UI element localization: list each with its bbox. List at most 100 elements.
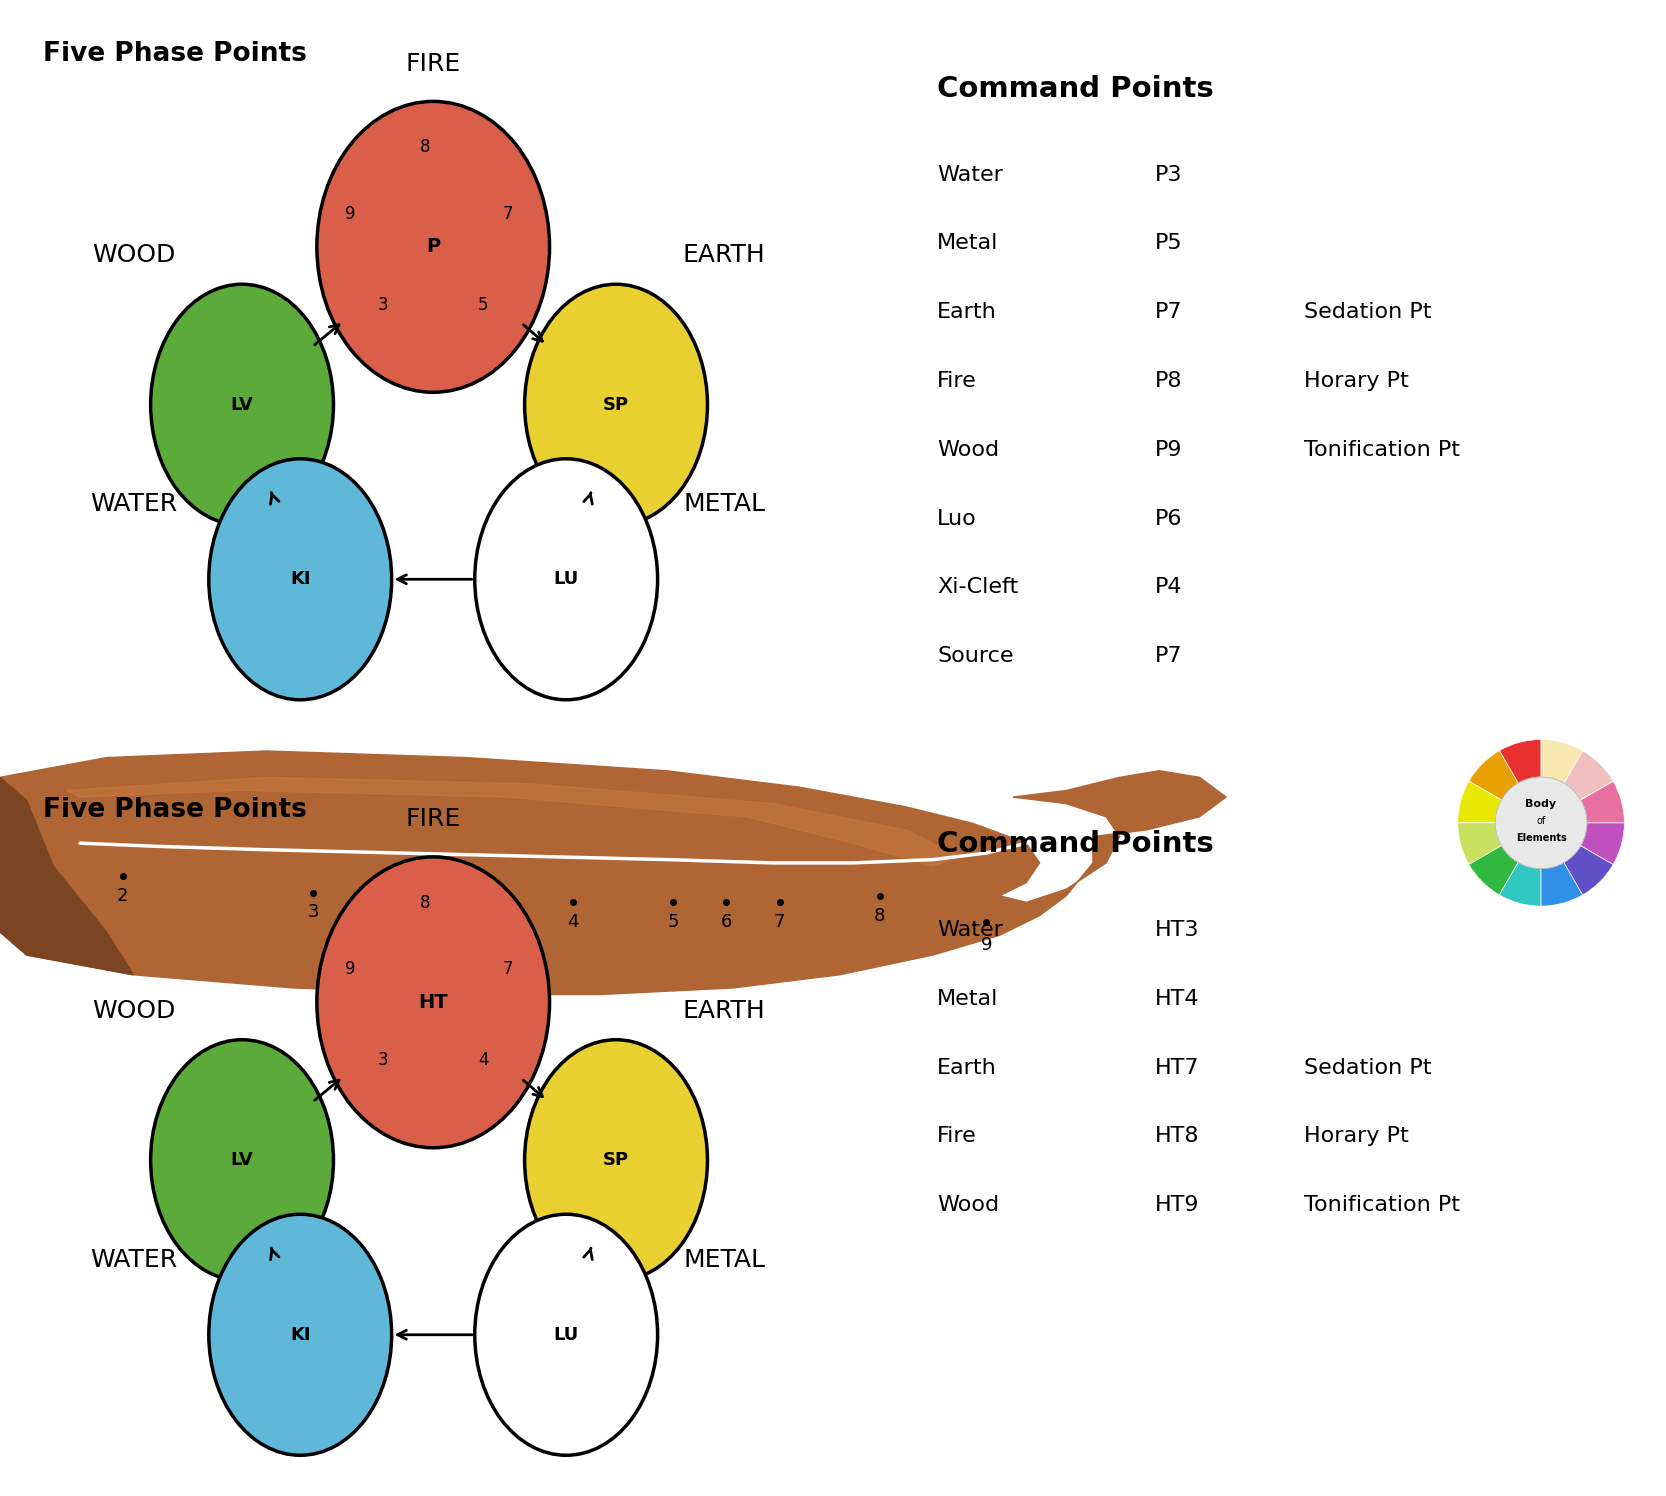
Text: METAL: METAL [683, 1248, 765, 1272]
Text: Xi-Cleft: Xi-Cleft [936, 577, 1018, 597]
Text: HT7: HT7 [1155, 1058, 1200, 1077]
Polygon shape [0, 751, 1226, 995]
Text: P8: P8 [1155, 371, 1183, 390]
Text: P7: P7 [1155, 302, 1183, 322]
Text: 8: 8 [420, 138, 430, 156]
Text: of: of [1536, 817, 1546, 826]
Wedge shape [1458, 823, 1501, 865]
Text: LU: LU [553, 570, 578, 588]
Text: Earth: Earth [936, 1058, 996, 1077]
Text: METAL: METAL [683, 492, 765, 516]
Wedge shape [1581, 781, 1624, 823]
Text: 3: 3 [308, 904, 318, 922]
Wedge shape [1458, 781, 1501, 823]
Ellipse shape [208, 459, 392, 700]
Wedge shape [1541, 863, 1583, 907]
Wedge shape [1469, 845, 1518, 895]
Circle shape [1496, 776, 1588, 869]
Ellipse shape [475, 459, 658, 700]
Text: WOOD: WOOD [92, 999, 175, 1023]
Text: P6: P6 [1155, 509, 1183, 528]
Text: 4: 4 [478, 1052, 488, 1070]
Ellipse shape [317, 857, 550, 1147]
Text: 9: 9 [345, 960, 355, 978]
Text: SP: SP [603, 1152, 630, 1170]
Text: Elements: Elements [1516, 833, 1566, 842]
Text: LV: LV [230, 1152, 253, 1170]
Text: 3: 3 [378, 296, 388, 314]
Ellipse shape [150, 1040, 333, 1281]
Text: FIRE: FIRE [405, 52, 461, 76]
Text: 7: 7 [775, 913, 785, 931]
Text: P4: P4 [1155, 577, 1183, 597]
Polygon shape [0, 778, 133, 975]
Ellipse shape [208, 1215, 392, 1456]
Text: 9: 9 [345, 205, 355, 223]
Text: Body: Body [1526, 799, 1556, 809]
Wedge shape [1564, 845, 1613, 895]
Wedge shape [1499, 739, 1541, 782]
Text: WATER: WATER [90, 1248, 178, 1272]
Text: Five Phase Points: Five Phase Points [43, 42, 307, 67]
Ellipse shape [525, 1040, 708, 1281]
Wedge shape [1564, 751, 1613, 800]
Text: Tonification Pt: Tonification Pt [1304, 440, 1461, 459]
Text: HT8: HT8 [1155, 1126, 1200, 1146]
Ellipse shape [150, 284, 333, 525]
Text: EARTH: EARTH [683, 999, 765, 1023]
Ellipse shape [317, 102, 550, 392]
Wedge shape [1581, 823, 1624, 865]
Text: P7: P7 [1155, 646, 1183, 666]
Text: 5: 5 [478, 296, 488, 314]
Wedge shape [1469, 751, 1518, 800]
Text: WOOD: WOOD [92, 244, 175, 268]
Text: Wood: Wood [936, 1195, 1000, 1215]
Text: 4: 4 [568, 913, 578, 931]
Text: HT4: HT4 [1155, 989, 1200, 1008]
Text: HT: HT [418, 993, 448, 1011]
Text: Sedation Pt: Sedation Pt [1304, 302, 1433, 322]
Text: FIRE: FIRE [405, 808, 461, 832]
Text: KI: KI [290, 570, 310, 588]
Text: Tonification Pt: Tonification Pt [1304, 1195, 1461, 1215]
Text: 7: 7 [503, 205, 513, 223]
Ellipse shape [475, 1215, 658, 1456]
Wedge shape [1541, 739, 1583, 782]
Wedge shape [1499, 863, 1541, 907]
Text: SP: SP [603, 396, 630, 414]
Text: Fire: Fire [936, 371, 976, 390]
Text: P5: P5 [1155, 233, 1183, 253]
Text: WATER: WATER [90, 492, 178, 516]
Text: P9: P9 [1155, 440, 1183, 459]
Text: Luo: Luo [936, 509, 976, 528]
Text: Command Points: Command Points [936, 75, 1215, 103]
Text: Command Points: Command Points [936, 830, 1215, 859]
Text: 6: 6 [721, 913, 731, 931]
Text: KI: KI [290, 1325, 310, 1343]
Text: Source: Source [936, 646, 1013, 666]
Text: Metal: Metal [936, 233, 998, 253]
Text: Fire: Fire [936, 1126, 976, 1146]
Text: 5: 5 [668, 913, 678, 931]
Text: 3: 3 [378, 1052, 388, 1070]
Text: P3: P3 [1155, 165, 1183, 184]
Text: EARTH: EARTH [683, 244, 765, 268]
Text: Sedation Pt: Sedation Pt [1304, 1058, 1433, 1077]
Text: Horary Pt: Horary Pt [1304, 371, 1409, 390]
Text: 9: 9 [981, 936, 991, 954]
Polygon shape [67, 778, 960, 866]
Text: 7: 7 [503, 960, 513, 978]
Text: P: P [426, 238, 440, 256]
Text: 8: 8 [875, 907, 885, 925]
Text: Wood: Wood [936, 440, 1000, 459]
Text: HT3: HT3 [1155, 920, 1200, 939]
Text: Horary Pt: Horary Pt [1304, 1126, 1409, 1146]
Text: LU: LU [553, 1325, 578, 1343]
Text: 2: 2 [117, 887, 128, 905]
Text: Five Phase Points: Five Phase Points [43, 797, 307, 823]
Text: Water: Water [936, 165, 1003, 184]
Text: Earth: Earth [936, 302, 996, 322]
Text: Metal: Metal [936, 989, 998, 1008]
Ellipse shape [525, 284, 708, 525]
Text: LV: LV [230, 396, 253, 414]
